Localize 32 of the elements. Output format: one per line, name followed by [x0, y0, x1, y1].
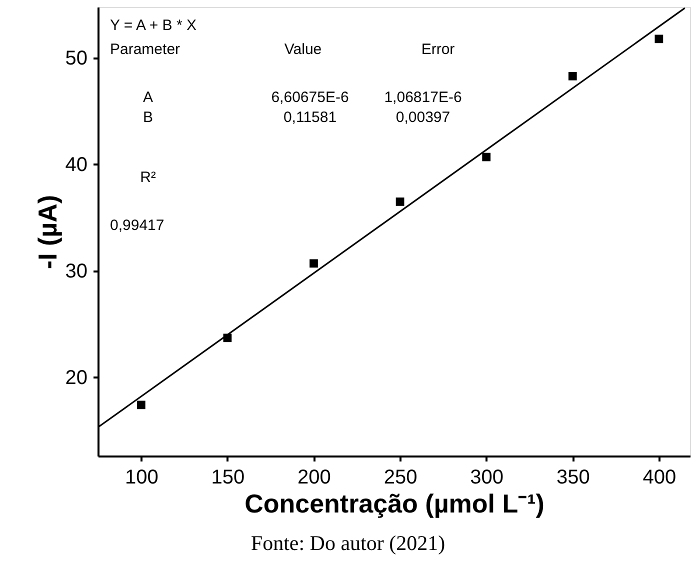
x-tick-label: 250: [384, 466, 418, 488]
source-note: Fonte: Do autor (2021): [250, 531, 446, 555]
annotation: 6,60675E-6: [271, 89, 349, 106]
annotation: Parameter: [110, 41, 180, 58]
point: [136, 400, 146, 410]
annotation: 0,00397: [396, 109, 450, 126]
x-tick-label: 350: [556, 466, 590, 488]
annotation: A: [142, 89, 154, 106]
y-axis-title: -I (µA): [32, 194, 62, 270]
x-tick-label: 400: [642, 466, 676, 488]
x-tick-label: 100: [124, 466, 158, 488]
point: [568, 72, 577, 80]
annotation: 0,99417: [110, 217, 164, 234]
annotation: B: [142, 109, 154, 126]
x-tick-label: 300: [470, 466, 504, 488]
annotation: Error: [421, 41, 455, 58]
point: [396, 198, 404, 206]
point: [482, 152, 491, 162]
annotation: R²: [140, 169, 156, 186]
y-tick-label: 30: [65, 260, 88, 282]
y-tick-label: 40: [65, 154, 88, 176]
x-axis-title: Concentração (µmol L⁻¹): [244, 488, 544, 518]
point: [310, 259, 318, 268]
annotation: Value: [284, 41, 322, 58]
y-tick-label: 50: [65, 48, 88, 70]
annotation: 1,06817E-6: [384, 89, 462, 106]
y-tick-label: 20: [65, 366, 88, 389]
x-tick-label: 150: [211, 466, 245, 488]
annotation: 0,11581: [283, 109, 337, 126]
annotation: Y = A + B * X: [110, 17, 196, 34]
point: [654, 34, 664, 44]
x-tick-label: 200: [298, 466, 331, 488]
